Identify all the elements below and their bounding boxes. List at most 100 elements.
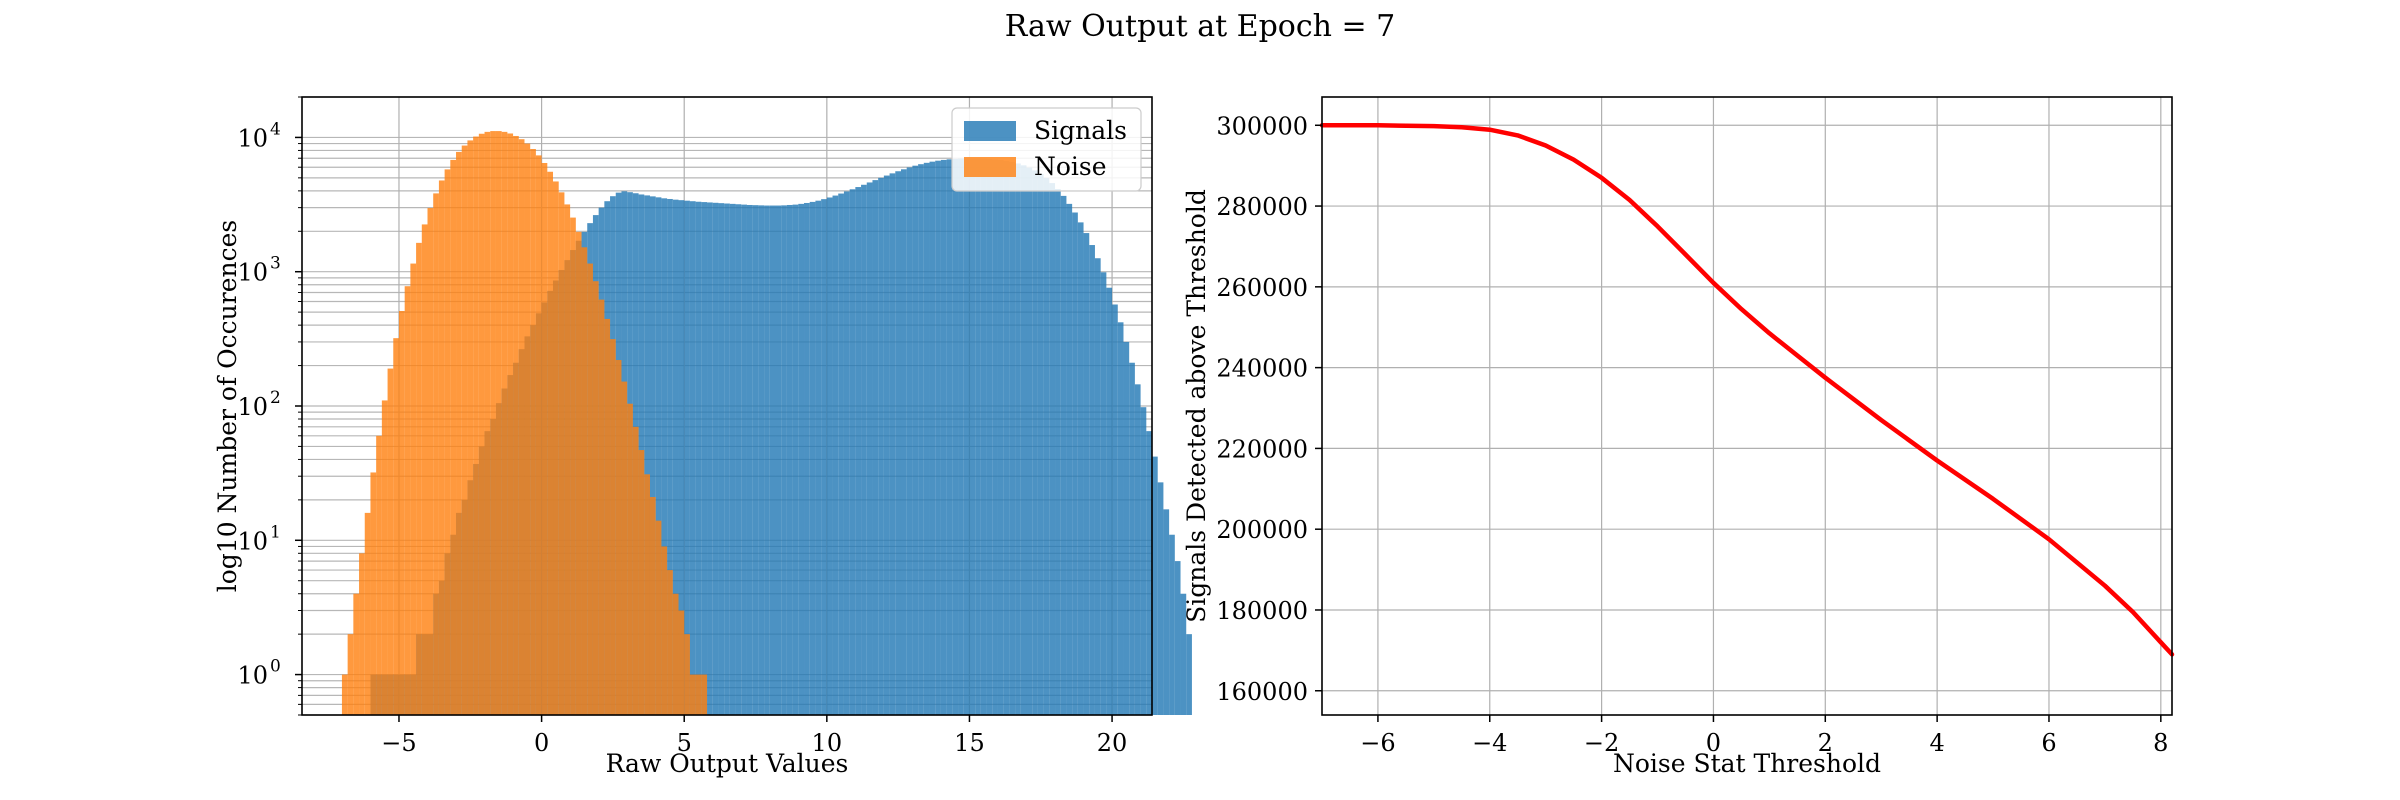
histogram-bar [513,135,519,715]
y-tick-label: 10 [237,527,268,555]
histogram-bar [735,204,742,715]
histogram-bar [741,204,747,716]
histogram-bar [832,195,839,716]
histogram-bar [655,197,662,715]
histogram-bar [364,512,371,715]
histogram-bar [718,203,725,715]
histogram-bar [815,200,822,715]
histogram-bar [992,159,998,715]
series-noise-bars [341,131,708,716]
grid-lines [1322,97,2172,715]
histogram-bar [495,131,502,716]
y-tick-label: 240000 [1216,355,1308,383]
histogram-bar [381,400,388,715]
x-tick-label: 10 [812,729,843,757]
histogram-bar [752,205,759,715]
series-line [1319,123,2175,657]
histogram-bar [461,145,468,715]
histogram-bar [689,201,696,715]
histogram-bar [969,158,976,716]
histogram-bar [958,158,964,716]
histogram-bar [649,196,656,716]
histogram-bar [804,202,810,716]
x-tick-label: −4 [1472,729,1507,757]
histogram-bar [456,151,462,716]
x-tick-label: 20 [1097,729,1128,757]
histogram-bar [467,140,474,715]
histogram-bar [923,162,930,715]
x-tick-label: 4 [1929,729,1944,757]
y-tick-exponent: 0 [270,657,281,677]
histogram-bar [758,205,765,715]
histogram-bar [359,553,365,715]
x-axis-label: Raw Output Values [606,749,849,778]
histogram-bar [621,381,628,715]
y-tick-label: 10 [237,662,268,690]
histogram-bar [975,158,981,716]
histogram-bar [558,192,565,716]
y-tick-label: 10 [237,259,268,287]
axes-frame [1321,96,2173,716]
histogram-bar [1089,245,1095,716]
histogram-bar [746,204,753,715]
histogram-bar [906,167,913,716]
histogram-bar [553,181,559,716]
histogram-bar [655,520,662,715]
x-tick-label: 15 [954,729,985,757]
histogram-bar [427,208,434,716]
histogram-bar [1055,188,1061,715]
histogram-bar [541,162,548,715]
histogram-bar [1169,534,1175,715]
histogram-bar [900,169,907,716]
histogram-bar [918,164,924,716]
histogram-bar [895,171,901,715]
histogram-bar [421,224,428,716]
histogram-bar [701,202,708,715]
histogram-bar [433,193,439,716]
histogram-bar [678,610,685,715]
histogram-bar [712,202,719,715]
histogram-bar [353,593,360,715]
histogram-bar [1043,178,1050,715]
histogram-bar [1180,593,1187,715]
histogram-bar [598,299,605,715]
histogram-bar [781,205,787,715]
histogram-bar [872,180,879,715]
histogram-bar [1060,195,1067,715]
histogram-bar [798,203,805,715]
histogram-bar [438,180,445,715]
histogram-bar [587,263,593,715]
histogram-bar [684,200,690,715]
histogram-bar [404,286,411,715]
histogram-bar [604,318,611,715]
histogram-bar [707,202,713,716]
histogram-bar [952,158,959,715]
histogram-bar [1032,170,1038,716]
histogram-bar [627,403,633,715]
histogram-bar [530,148,536,716]
histogram-bar [501,131,508,715]
legend-swatch [964,121,1016,141]
histogram-bar [632,426,639,715]
histogram-bar [826,197,833,715]
histogram-bar [1112,304,1118,715]
histogram-bar [729,203,736,715]
histogram-bar [570,217,576,715]
histogram-bar [684,634,690,715]
histogram-bar [861,184,867,716]
histogram-bar [866,182,873,715]
histogram-bar [1077,222,1084,716]
histogram-bar [986,159,993,716]
y-tick-label: 10 [237,393,268,421]
histogram-bar [1009,162,1016,715]
x-tick-label: 0 [1706,729,1721,757]
histogram-bar [843,191,850,715]
histogram-bar [695,201,702,716]
y-tick-exponent: 3 [270,254,281,274]
histogram-bar [1049,183,1056,715]
histogram-bar [667,570,673,715]
histogram-bar [701,674,708,715]
histogram-bar [592,281,599,715]
